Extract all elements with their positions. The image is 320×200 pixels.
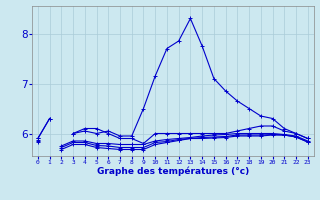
X-axis label: Graphe des températures (°c): Graphe des températures (°c) xyxy=(97,167,249,176)
